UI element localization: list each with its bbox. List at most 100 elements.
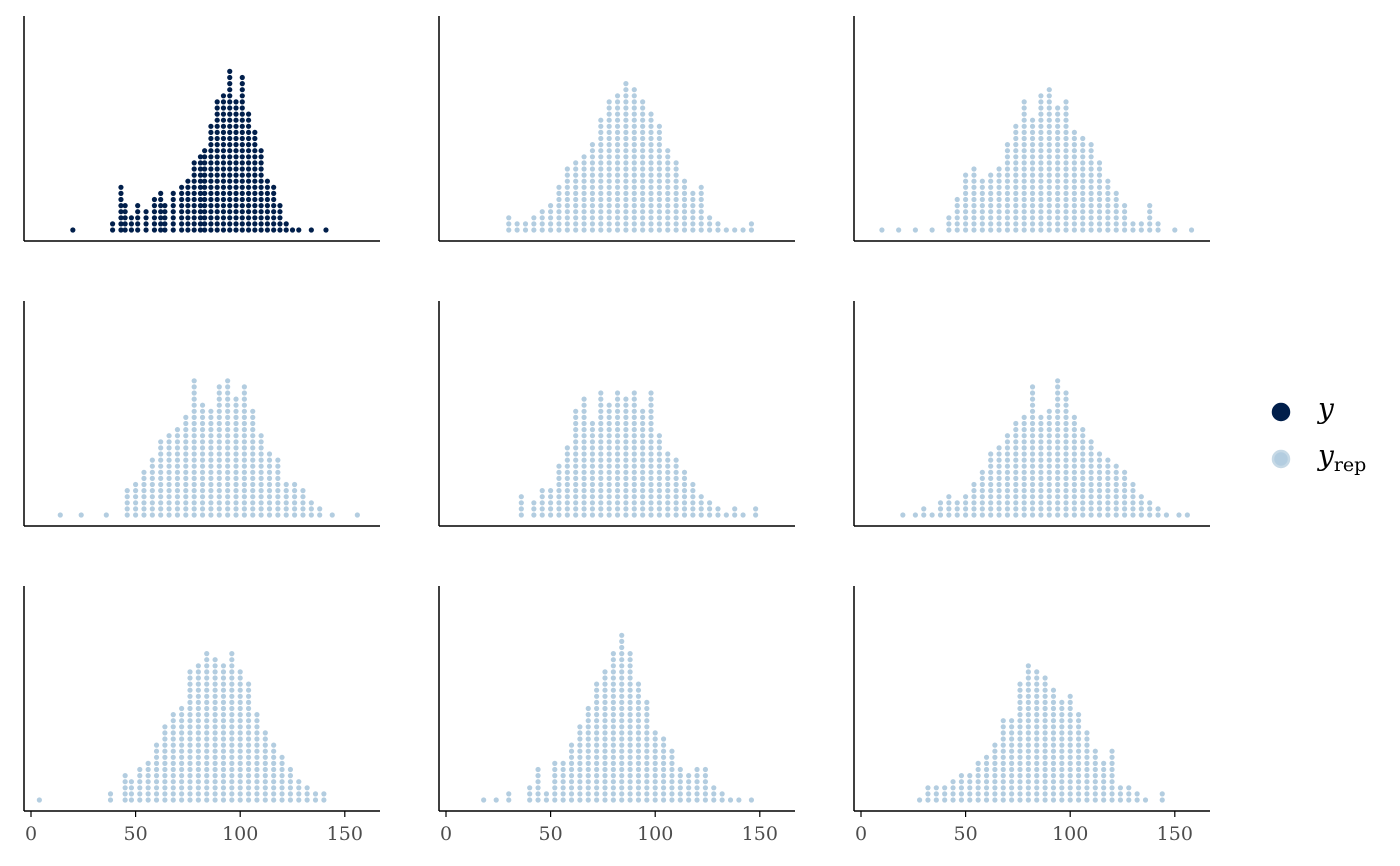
dot — [296, 797, 302, 803]
dot — [665, 209, 671, 215]
dot — [656, 457, 662, 463]
dot — [216, 475, 222, 481]
dot — [614, 420, 621, 427]
dot — [1029, 390, 1036, 396]
dot — [631, 500, 637, 506]
dot — [304, 785, 310, 791]
dot — [179, 196, 185, 203]
dot — [245, 203, 252, 209]
dot — [227, 148, 233, 154]
dot — [610, 766, 616, 773]
dot — [640, 129, 646, 135]
x-tick-label: 150 — [327, 823, 363, 845]
dot — [1034, 675, 1040, 681]
dot — [1075, 779, 1082, 785]
dot — [220, 117, 227, 123]
dot — [979, 500, 985, 506]
dot — [631, 123, 637, 129]
dot — [1038, 117, 1044, 123]
dot — [220, 669, 227, 675]
dot — [992, 773, 998, 779]
dot — [212, 693, 218, 699]
dot — [753, 506, 759, 512]
dot — [170, 785, 176, 791]
dot — [103, 512, 109, 518]
dot — [506, 227, 512, 233]
dot — [598, 439, 604, 445]
dot — [648, 451, 654, 457]
dot — [623, 433, 629, 439]
dot — [648, 111, 654, 117]
dot — [233, 451, 239, 457]
dot — [1034, 730, 1040, 736]
dot — [191, 451, 197, 457]
dot — [225, 469, 231, 475]
dot — [988, 209, 994, 215]
dot — [619, 779, 625, 785]
dot — [1063, 500, 1069, 506]
dot — [698, 506, 704, 512]
dot — [1096, 506, 1103, 512]
dot — [1105, 178, 1111, 184]
dot — [623, 396, 629, 402]
dot — [1046, 203, 1052, 209]
dot — [602, 681, 608, 687]
dot — [1046, 506, 1052, 512]
dot — [258, 494, 264, 500]
dot — [660, 797, 667, 803]
dot — [640, 512, 646, 518]
dot — [204, 718, 210, 724]
dot — [979, 215, 985, 221]
dot — [589, 427, 596, 433]
dot — [1096, 227, 1103, 233]
dot — [174, 469, 181, 475]
dot — [245, 178, 252, 184]
dot — [539, 506, 545, 512]
dot — [1004, 154, 1011, 160]
dot — [197, 178, 204, 184]
dot — [669, 797, 675, 803]
dot — [1080, 488, 1086, 494]
dot — [1080, 494, 1086, 500]
dot — [1113, 463, 1119, 469]
dot — [1055, 203, 1061, 209]
dot — [1071, 221, 1077, 227]
dot — [1029, 178, 1036, 184]
dot — [623, 123, 629, 129]
dot — [602, 693, 608, 699]
dot — [229, 779, 235, 785]
dot — [1046, 105, 1052, 111]
dot — [225, 433, 231, 439]
dot — [237, 681, 243, 687]
dot — [1046, 439, 1052, 445]
dot — [732, 227, 738, 233]
dot — [690, 512, 696, 518]
dot — [619, 724, 625, 730]
dot — [212, 760, 218, 767]
dot — [241, 451, 247, 457]
dot — [137, 785, 143, 791]
dot — [258, 190, 264, 196]
dot — [208, 209, 214, 215]
dot — [912, 227, 918, 233]
dot — [208, 123, 214, 129]
dot — [1021, 433, 1027, 439]
dot — [1130, 506, 1136, 512]
dot — [619, 760, 625, 767]
dot — [1034, 760, 1040, 767]
dot — [1063, 439, 1069, 445]
dot — [1055, 469, 1061, 475]
dot — [635, 699, 642, 706]
dot — [1050, 736, 1057, 742]
dot — [631, 481, 637, 488]
dot — [1088, 439, 1094, 445]
dot — [1029, 457, 1036, 463]
dot — [1004, 500, 1011, 506]
dot — [606, 488, 612, 494]
dot — [233, 402, 239, 408]
dot — [1188, 227, 1195, 233]
dot — [648, 506, 654, 512]
dot — [227, 87, 233, 93]
dot — [610, 773, 616, 779]
dot — [245, 196, 252, 203]
